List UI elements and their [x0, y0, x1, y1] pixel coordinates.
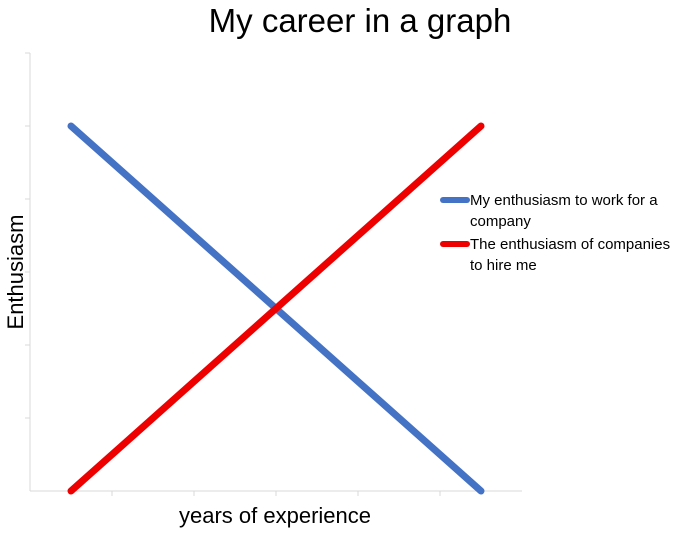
- legend-swatch-series-2: [440, 241, 470, 247]
- legend-label-series-2: The enthusiasm of companies to hire me: [470, 236, 671, 274]
- x-axis-label: years of experience: [179, 503, 371, 528]
- chart-title: My career in a graph: [208, 2, 512, 39]
- legend-item-series-1: My enthusiasm to work for a company: [440, 190, 680, 232]
- legend-swatch-series-1: [440, 197, 470, 203]
- legend: My enthusiasm to work for a company The …: [440, 190, 680, 278]
- series-line-2: [67, 122, 485, 495]
- legend-label-series-1: My enthusiasm to work for a company: [470, 192, 658, 230]
- legend-item-series-2: The enthusiasm of companies to hire me: [440, 234, 680, 276]
